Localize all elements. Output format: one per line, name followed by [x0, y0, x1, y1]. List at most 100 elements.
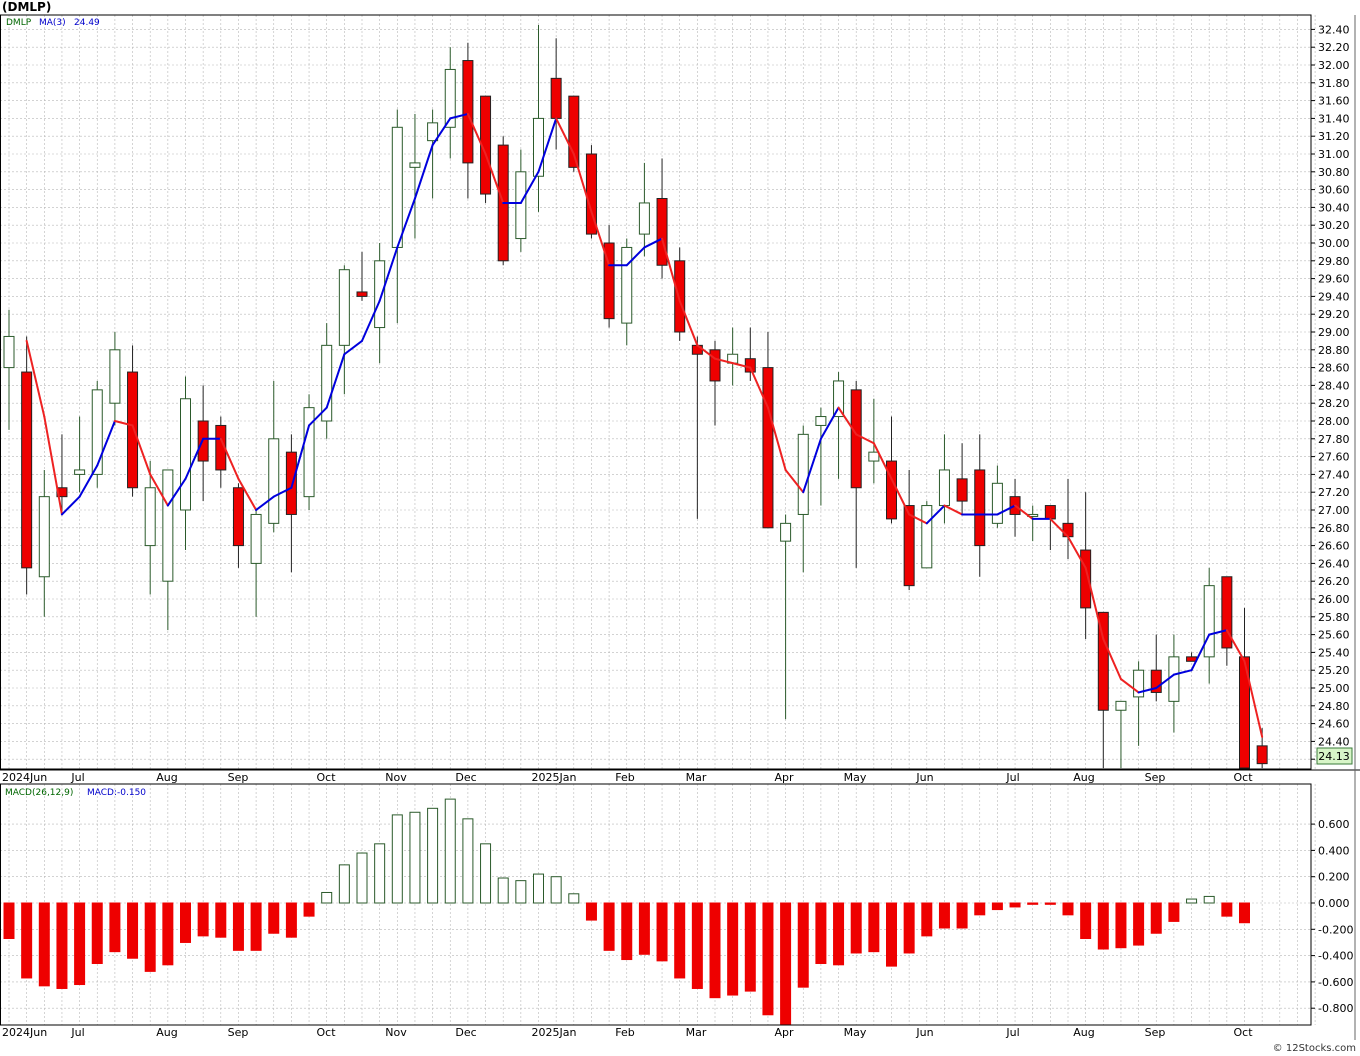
candle	[38, 469, 50, 617]
macd-bar	[409, 811, 421, 904]
candle-body	[444, 68, 456, 128]
ma-segment	[766, 406, 787, 471]
month-label: 2024Jun	[2, 771, 47, 784]
candle	[974, 434, 986, 577]
candle-body	[303, 407, 315, 498]
macd-bar	[797, 902, 809, 988]
price-tick-label: 29.20	[1318, 308, 1350, 321]
candle	[21, 336, 33, 595]
candle	[303, 394, 315, 510]
candle-body	[780, 522, 792, 542]
price-tick-label: 28.20	[1318, 397, 1350, 410]
candle	[850, 380, 862, 568]
ma-segment	[643, 237, 664, 249]
ma-segment	[25, 339, 46, 418]
ma-segment	[855, 433, 875, 445]
macd-month-label: Mar	[686, 1026, 707, 1039]
month-label: Nov	[385, 771, 407, 784]
candle-body	[833, 380, 845, 418]
candle-body	[1256, 745, 1268, 765]
price-tick-label: 24.60	[1318, 718, 1350, 731]
ma-segment	[802, 437, 822, 494]
candle-body	[1203, 585, 1215, 658]
macd-tick-label: -0.600	[1318, 976, 1353, 989]
candle	[215, 416, 227, 488]
macd-tick-label: -0.800	[1318, 1002, 1353, 1015]
candle	[285, 434, 297, 573]
macd-bar	[1115, 902, 1127, 949]
price-tick-label: 29.00	[1318, 326, 1350, 339]
macd-bar	[1080, 902, 1092, 940]
candle	[480, 95, 492, 203]
candle	[250, 510, 262, 617]
ma-segment	[219, 437, 240, 480]
candle	[391, 109, 403, 324]
price-tick-label: 31.60	[1318, 95, 1350, 108]
last-price-box	[1316, 747, 1353, 765]
candle-body	[1133, 669, 1145, 698]
price-tick-label: 30.60	[1318, 184, 1350, 197]
price-tick-label: 29.80	[1318, 255, 1350, 268]
candle-body	[621, 246, 633, 324]
macd-bar	[603, 902, 615, 951]
candle-body	[850, 389, 862, 489]
macd-bar	[1097, 902, 1109, 950]
ma-segment	[1049, 517, 1069, 538]
macd-month-label: 2024Jun	[2, 1026, 47, 1039]
candle	[656, 158, 668, 279]
macd-tick-label: 0.400	[1318, 844, 1350, 857]
candle-body	[797, 433, 809, 515]
candle	[144, 461, 156, 595]
candle	[91, 380, 103, 488]
macd-tick-label: 0.000	[1318, 897, 1350, 910]
price-tick-label: 27.20	[1318, 486, 1350, 499]
price-tick-label: 31.20	[1318, 130, 1350, 143]
price-tick-label: 27.80	[1318, 433, 1350, 446]
macd-bar	[550, 876, 562, 904]
price-tick-label: 32.40	[1318, 23, 1350, 36]
candle	[180, 376, 191, 551]
last-price-label: 24.13	[1318, 750, 1350, 763]
candle-body	[1080, 549, 1092, 609]
macd-bar	[444, 798, 456, 904]
ma-segment	[784, 468, 805, 494]
macd-bar	[497, 877, 509, 904]
candle	[727, 327, 739, 386]
candle-body	[1186, 656, 1198, 662]
ma-segment	[1137, 687, 1158, 694]
macd-bar	[462, 818, 474, 904]
ma-segment	[1014, 504, 1034, 520]
price-tick-label: 27.40	[1318, 468, 1350, 481]
macd-bar	[903, 902, 915, 954]
price-tick-label: 31.00	[1318, 148, 1350, 161]
price-tick-label: 25.00	[1318, 682, 1350, 695]
candle-body	[762, 367, 774, 529]
price-tick-label: 27.00	[1318, 504, 1350, 517]
ma-lines	[25, 112, 1264, 738]
candle	[1027, 505, 1039, 542]
macd-bar	[303, 902, 315, 917]
candle	[797, 425, 809, 573]
month-label: Aug	[1073, 771, 1094, 784]
ma-segment	[184, 437, 205, 480]
month-label: Aug	[156, 771, 177, 784]
watermark: © 12Stocks.com	[1272, 1043, 1356, 1054]
macd-bar	[1062, 902, 1074, 916]
legend-symbol: DMLP	[6, 18, 32, 28]
price-tick-label: 29.40	[1318, 290, 1350, 303]
price-tick-label: 26.60	[1318, 540, 1350, 553]
price-tick-label: 28.60	[1318, 362, 1350, 375]
ma-segment	[908, 513, 928, 525]
ma-segment	[78, 464, 99, 498]
candle	[709, 340, 721, 426]
macd-bar	[285, 902, 297, 938]
ma-segment	[1102, 638, 1122, 681]
month-label: Jun	[915, 771, 933, 784]
price-tick-label: 26.20	[1318, 575, 1350, 588]
macd-bar	[621, 902, 633, 961]
candle	[921, 501, 933, 569]
candle	[3, 309, 15, 430]
price-tick-label: 24.40	[1318, 735, 1350, 748]
candle	[956, 443, 968, 515]
